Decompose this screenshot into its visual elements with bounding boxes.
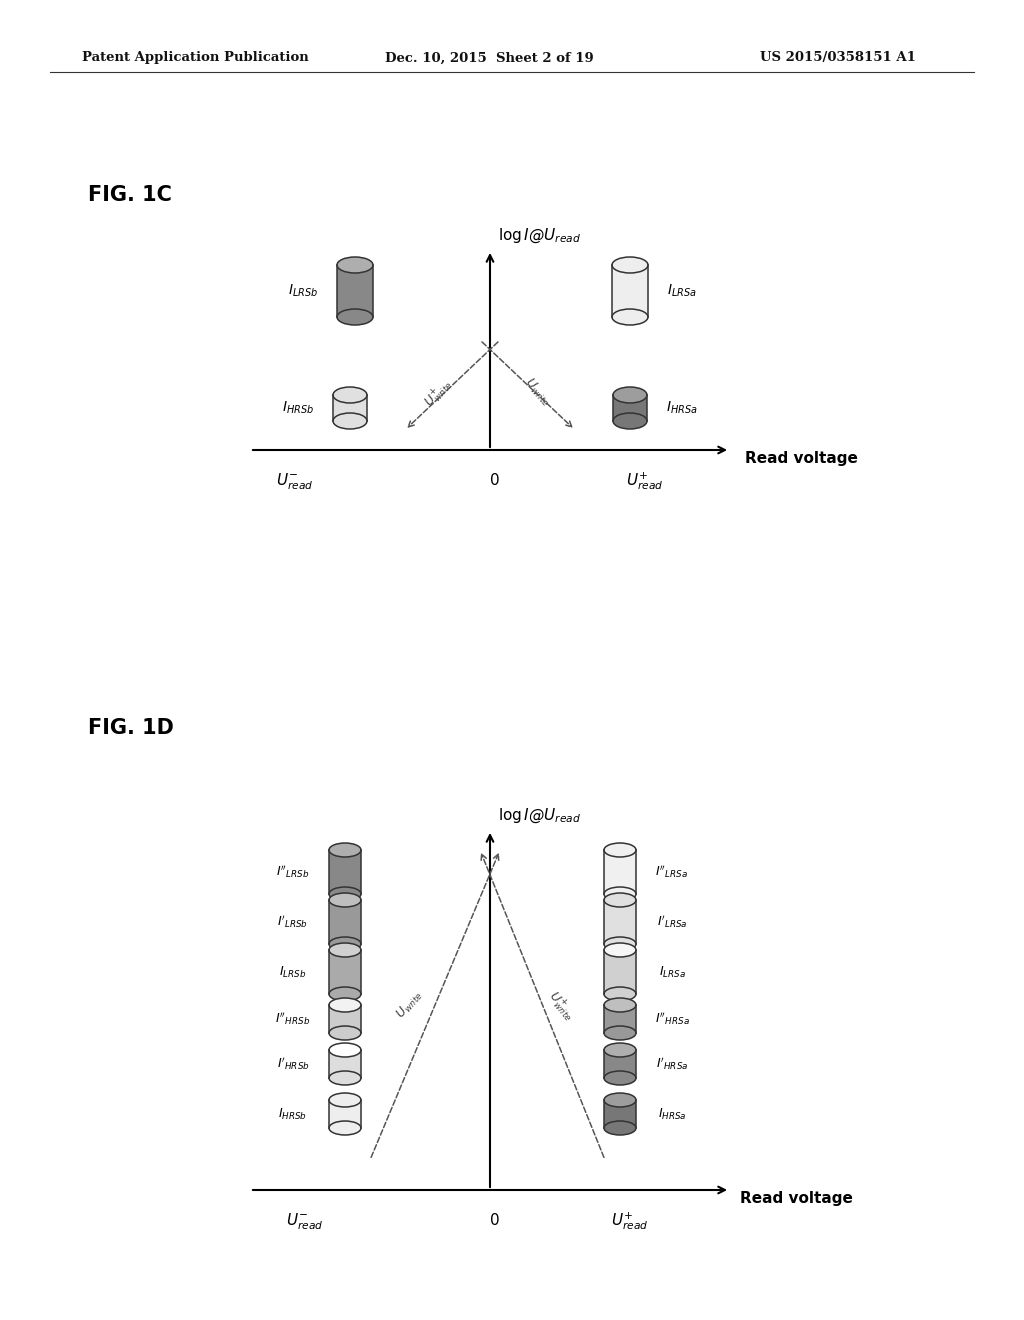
Ellipse shape bbox=[613, 387, 647, 403]
Text: $I_{LRSb}$: $I_{LRSb}$ bbox=[288, 282, 318, 300]
Text: FIG. 1C: FIG. 1C bbox=[88, 185, 172, 205]
Text: $I_{HRSb}$: $I_{HRSb}$ bbox=[282, 400, 314, 416]
Text: US 2015/0358151 A1: US 2015/0358151 A1 bbox=[760, 51, 915, 65]
Polygon shape bbox=[612, 265, 648, 317]
Text: $I'_{LRSb}$: $I'_{LRSb}$ bbox=[278, 913, 308, 931]
Text: Read voltage: Read voltage bbox=[745, 450, 858, 466]
Polygon shape bbox=[604, 850, 636, 894]
Text: $I''_{HRSb}$: $I''_{HRSb}$ bbox=[275, 1011, 310, 1027]
Polygon shape bbox=[604, 1005, 636, 1034]
Ellipse shape bbox=[612, 257, 648, 273]
Ellipse shape bbox=[329, 887, 361, 902]
Text: $I'_{LRSa}$: $I'_{LRSa}$ bbox=[656, 913, 687, 931]
Text: 0: 0 bbox=[490, 473, 500, 488]
Polygon shape bbox=[604, 900, 636, 944]
Ellipse shape bbox=[604, 987, 636, 1001]
Ellipse shape bbox=[337, 309, 373, 325]
Text: $I_{HRSa}$: $I_{HRSa}$ bbox=[657, 1106, 686, 1122]
Text: $\log I$@$U_{read}$: $\log I$@$U_{read}$ bbox=[498, 227, 581, 246]
Ellipse shape bbox=[613, 413, 647, 429]
Ellipse shape bbox=[329, 1071, 361, 1085]
Text: $U_{read}^{+}$: $U_{read}^{+}$ bbox=[627, 470, 664, 491]
Text: $I_{LRSa}$: $I_{LRSa}$ bbox=[658, 965, 685, 979]
Ellipse shape bbox=[329, 937, 361, 950]
Polygon shape bbox=[333, 395, 367, 421]
Ellipse shape bbox=[604, 887, 636, 902]
Polygon shape bbox=[604, 950, 636, 994]
Text: $I''_{LRSa}$: $I''_{LRSa}$ bbox=[655, 863, 688, 880]
Text: $U_{write}^{+}$: $U_{write}^{+}$ bbox=[420, 374, 456, 411]
Polygon shape bbox=[329, 1100, 361, 1129]
Ellipse shape bbox=[612, 309, 648, 325]
Text: $I'_{HRSb}$: $I'_{HRSb}$ bbox=[276, 1056, 309, 1072]
Polygon shape bbox=[329, 1005, 361, 1034]
Ellipse shape bbox=[333, 413, 367, 429]
Ellipse shape bbox=[604, 1093, 636, 1107]
Ellipse shape bbox=[604, 843, 636, 857]
Text: 0: 0 bbox=[490, 1213, 500, 1228]
Polygon shape bbox=[329, 850, 361, 894]
Ellipse shape bbox=[329, 987, 361, 1001]
Ellipse shape bbox=[329, 1093, 361, 1107]
Ellipse shape bbox=[329, 942, 361, 957]
Ellipse shape bbox=[329, 1043, 361, 1057]
Text: Read voltage: Read voltage bbox=[740, 1191, 853, 1205]
Ellipse shape bbox=[329, 894, 361, 907]
Ellipse shape bbox=[604, 1043, 636, 1057]
Ellipse shape bbox=[337, 257, 373, 273]
Ellipse shape bbox=[329, 1121, 361, 1135]
Ellipse shape bbox=[329, 1026, 361, 1040]
Text: $I'_{HRSa}$: $I'_{HRSa}$ bbox=[655, 1056, 688, 1072]
Text: $I_{LRSb}$: $I_{LRSb}$ bbox=[280, 965, 306, 979]
Text: $U_{read}^{+}$: $U_{read}^{+}$ bbox=[611, 1209, 649, 1232]
Ellipse shape bbox=[604, 937, 636, 950]
Text: $U_{read}^{-}$: $U_{read}^{-}$ bbox=[287, 1210, 324, 1232]
Text: $U_{read}^{-}$: $U_{read}^{-}$ bbox=[276, 471, 313, 491]
Ellipse shape bbox=[329, 843, 361, 857]
Ellipse shape bbox=[604, 1026, 636, 1040]
Polygon shape bbox=[329, 1049, 361, 1078]
Ellipse shape bbox=[604, 942, 636, 957]
Text: FIG. 1D: FIG. 1D bbox=[88, 718, 174, 738]
Text: $I_{HRSb}$: $I_{HRSb}$ bbox=[279, 1106, 307, 1122]
Polygon shape bbox=[337, 265, 373, 317]
Text: $I_{LRSa}$: $I_{LRSa}$ bbox=[667, 282, 697, 300]
Text: $I''_{LRSb}$: $I''_{LRSb}$ bbox=[276, 863, 309, 880]
Text: Patent Application Publication: Patent Application Publication bbox=[82, 51, 309, 65]
Polygon shape bbox=[604, 1049, 636, 1078]
Ellipse shape bbox=[329, 998, 361, 1012]
Polygon shape bbox=[329, 900, 361, 944]
Text: Dec. 10, 2015  Sheet 2 of 19: Dec. 10, 2015 Sheet 2 of 19 bbox=[385, 51, 594, 65]
Text: $I_{HRSa}$: $I_{HRSa}$ bbox=[667, 400, 697, 416]
Ellipse shape bbox=[604, 1121, 636, 1135]
Text: $\log I$@$U_{read}$: $\log I$@$U_{read}$ bbox=[498, 807, 581, 825]
Polygon shape bbox=[329, 950, 361, 994]
Polygon shape bbox=[604, 1100, 636, 1129]
Ellipse shape bbox=[604, 998, 636, 1012]
Text: $U_{write}$: $U_{write}$ bbox=[521, 375, 555, 409]
Ellipse shape bbox=[333, 387, 367, 403]
Text: $U_{write}$: $U_{write}$ bbox=[393, 987, 426, 1023]
Text: $I''_{HRSa}$: $I''_{HRSa}$ bbox=[654, 1011, 689, 1027]
Ellipse shape bbox=[604, 1071, 636, 1085]
Text: $U_{write}^{+}$: $U_{write}^{+}$ bbox=[544, 986, 580, 1023]
Ellipse shape bbox=[604, 894, 636, 907]
Polygon shape bbox=[613, 395, 647, 421]
